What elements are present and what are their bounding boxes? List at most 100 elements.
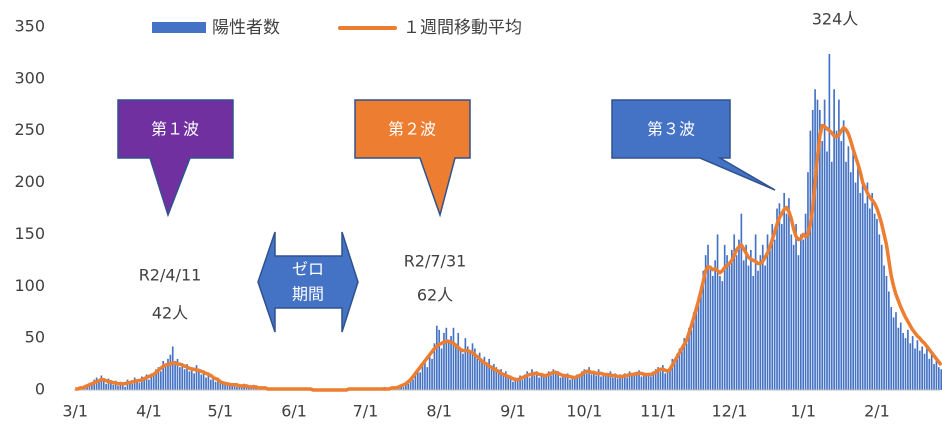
bar bbox=[695, 307, 697, 390]
bar bbox=[143, 378, 146, 390]
bar bbox=[685, 343, 688, 390]
bar bbox=[702, 270, 705, 390]
bar bbox=[474, 348, 476, 390]
x-tick-label: 11/1 bbox=[640, 402, 676, 421]
bar bbox=[735, 255, 738, 390]
bar bbox=[421, 364, 424, 390]
bar bbox=[697, 296, 700, 390]
bar bbox=[488, 358, 490, 390]
bar bbox=[821, 141, 824, 390]
bar bbox=[576, 374, 579, 390]
bar bbox=[759, 255, 762, 390]
bar bbox=[207, 372, 210, 390]
bar bbox=[571, 375, 574, 390]
bar bbox=[897, 327, 900, 390]
bar bbox=[830, 161, 833, 390]
bar bbox=[145, 374, 148, 390]
bar bbox=[864, 203, 866, 390]
bar bbox=[792, 244, 795, 390]
bar bbox=[481, 360, 483, 390]
moving-average-line bbox=[75, 123, 942, 392]
bar bbox=[645, 375, 648, 390]
bar bbox=[707, 244, 709, 390]
bar bbox=[538, 377, 540, 390]
bar bbox=[562, 374, 564, 390]
bar bbox=[533, 375, 536, 390]
y-tick-label: 350 bbox=[14, 17, 45, 36]
bar bbox=[895, 312, 897, 390]
bar bbox=[940, 369, 942, 390]
bar bbox=[750, 249, 752, 390]
bar bbox=[769, 249, 771, 390]
bar bbox=[666, 369, 669, 390]
wave3-label: 第３波 bbox=[647, 120, 695, 139]
bar bbox=[212, 375, 215, 390]
x-tick-label: 6/1 bbox=[281, 402, 307, 421]
bar bbox=[740, 213, 743, 390]
bar bbox=[638, 370, 640, 390]
bar bbox=[650, 376, 652, 390]
bar bbox=[764, 265, 766, 390]
bar bbox=[459, 348, 462, 390]
bar bbox=[704, 255, 707, 390]
bar bbox=[835, 130, 838, 390]
bar bbox=[117, 385, 119, 390]
bar bbox=[745, 244, 747, 390]
bar bbox=[766, 234, 769, 390]
bar bbox=[419, 372, 421, 390]
bar bbox=[148, 379, 150, 390]
bar bbox=[200, 374, 203, 390]
bar bbox=[502, 374, 505, 390]
bar bbox=[152, 375, 155, 390]
bar bbox=[742, 260, 745, 390]
bar bbox=[105, 383, 107, 390]
bar bbox=[607, 375, 609, 390]
bar bbox=[485, 364, 488, 390]
bar bbox=[443, 332, 445, 390]
bar bbox=[526, 371, 529, 390]
bar bbox=[783, 192, 786, 390]
bar bbox=[776, 208, 778, 390]
bar bbox=[849, 172, 852, 390]
bar bbox=[198, 369, 200, 390]
bar bbox=[597, 369, 600, 390]
bar bbox=[669, 367, 671, 390]
bar bbox=[838, 99, 840, 390]
bar bbox=[883, 265, 885, 390]
bar bbox=[633, 372, 636, 390]
bar bbox=[566, 373, 569, 390]
bar bbox=[673, 363, 676, 390]
bar bbox=[554, 373, 557, 390]
bar bbox=[531, 369, 533, 390]
bar bbox=[926, 348, 928, 390]
bar bbox=[885, 275, 888, 390]
bar bbox=[909, 343, 912, 390]
bar bbox=[714, 260, 717, 390]
bar bbox=[626, 377, 628, 390]
bar bbox=[95, 377, 98, 390]
bar bbox=[102, 380, 105, 390]
wave2-label: 第２波 bbox=[388, 120, 436, 139]
x-tick-label: 8/1 bbox=[426, 402, 452, 421]
bar bbox=[683, 338, 686, 390]
bar bbox=[112, 384, 115, 390]
bar bbox=[852, 151, 854, 390]
bar bbox=[907, 329, 909, 390]
bar bbox=[616, 378, 619, 390]
bar bbox=[904, 338, 907, 390]
bar bbox=[552, 369, 555, 390]
bar bbox=[214, 381, 217, 390]
bar bbox=[466, 346, 469, 390]
bar bbox=[604, 373, 607, 390]
bar bbox=[711, 275, 714, 390]
bar bbox=[155, 369, 157, 390]
bar bbox=[671, 358, 674, 390]
bar bbox=[911, 336, 914, 390]
bar bbox=[424, 360, 426, 390]
legend-swatch bbox=[152, 22, 206, 33]
bar bbox=[188, 371, 191, 390]
bar bbox=[407, 383, 410, 390]
bar bbox=[512, 381, 514, 390]
bar bbox=[771, 224, 774, 390]
